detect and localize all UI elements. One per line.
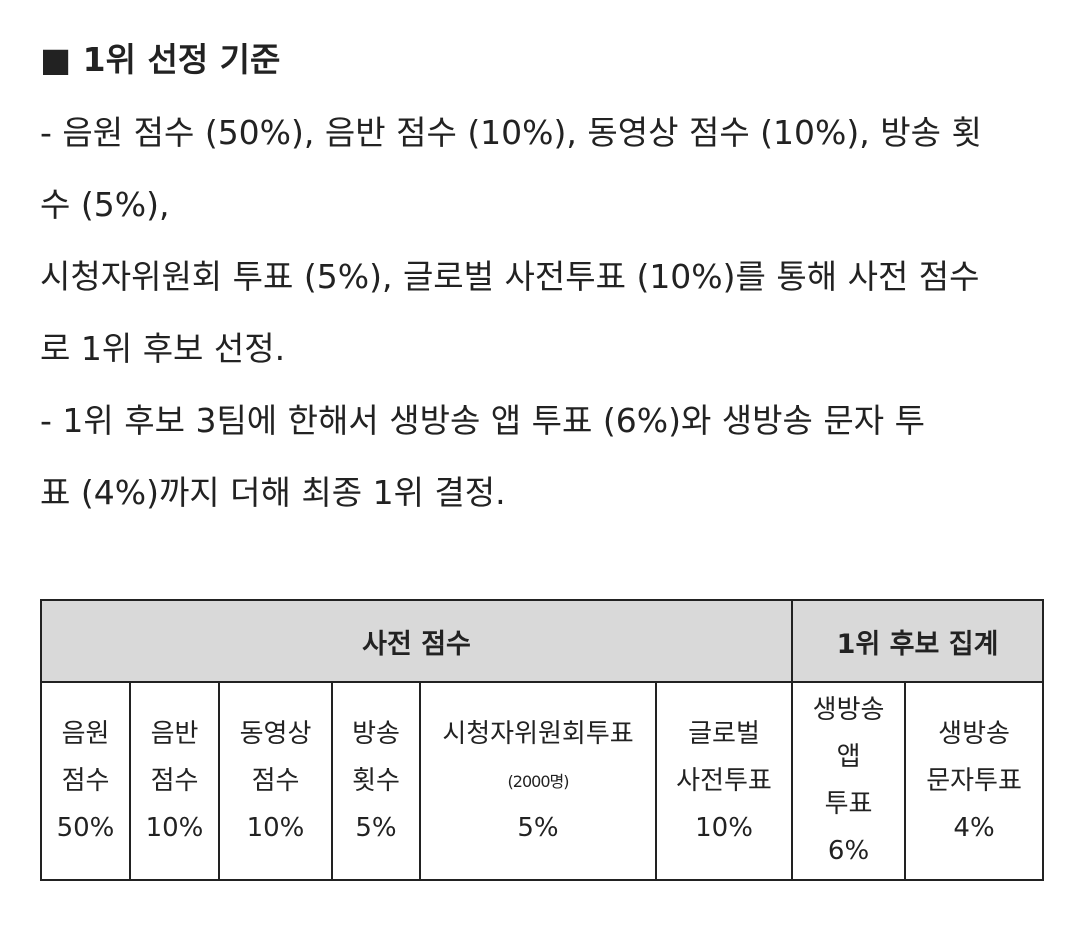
cell-line: 6% <box>827 836 870 866</box>
header-row: 사전 점수 1위 후보 집계 <box>39 599 1045 683</box>
cell-line: 문자투표 <box>926 765 1022 796</box>
text-line: 시청자위원회 투표 (5%), 글로벌 사전투표 (10%)를 통해 사전 점수 <box>40 257 980 296</box>
header-cell: 사전 점수 <box>39 599 794 683</box>
cell-line: 생방송 <box>812 695 885 725</box>
cell-line: 5% <box>517 812 559 843</box>
header-cell: 1위 후보 집계 <box>791 599 1045 683</box>
text-line: - 1위 후보 3팀에 한해서 생방송 앱 투표 (6%)와 생방송 문자 투 <box>40 401 925 440</box>
table-cell: 시청자위원회투표 (2000명) 5% <box>419 681 657 881</box>
cell-line: 음반 <box>150 718 199 749</box>
cell-line: 앱 <box>836 742 861 772</box>
cell-line: 점수 <box>61 765 110 796</box>
cell-line: 글로벌 <box>688 718 760 749</box>
text-line: 표 (4%)까지 더해 최종 1위 결정. <box>40 473 506 512</box>
cell-line: 10% <box>246 812 305 843</box>
cell-line: (2000명) <box>507 771 570 791</box>
cell-line: 시청자위원회투표 <box>442 718 634 749</box>
cell-line: 50% <box>56 812 115 843</box>
cell-line: 사전투표 <box>676 765 772 796</box>
cell-line: 4% <box>953 812 995 843</box>
cell-line: 10% <box>145 812 204 843</box>
cell-line: 생방송 <box>938 718 1010 749</box>
cell-line: 투표 <box>824 789 873 819</box>
text-line: 로 1위 후보 선정. <box>40 329 286 368</box>
cell-line: 음원 <box>61 718 110 749</box>
cell-line: 방송 <box>352 718 400 749</box>
cell-line: 점수 <box>251 765 300 796</box>
heading: ■ 1위 선정 기준 <box>40 40 281 79</box>
cell-line: 점수 <box>150 765 199 796</box>
paragraph: - 음원 점수 (50%), 음반 점수 (10%), 동영상 점수 (10%)… <box>40 97 982 529</box>
cell-line: 10% <box>695 812 753 843</box>
text-line: 수 (5%), <box>40 185 170 224</box>
cell-line: 동영상 <box>239 718 312 749</box>
cell-line: 5% <box>355 812 397 843</box>
text-line: - 음원 점수 (50%), 음반 점수 (10%), 동영상 점수 (10%)… <box>40 113 982 152</box>
cell-line: 횟수 <box>352 765 400 796</box>
